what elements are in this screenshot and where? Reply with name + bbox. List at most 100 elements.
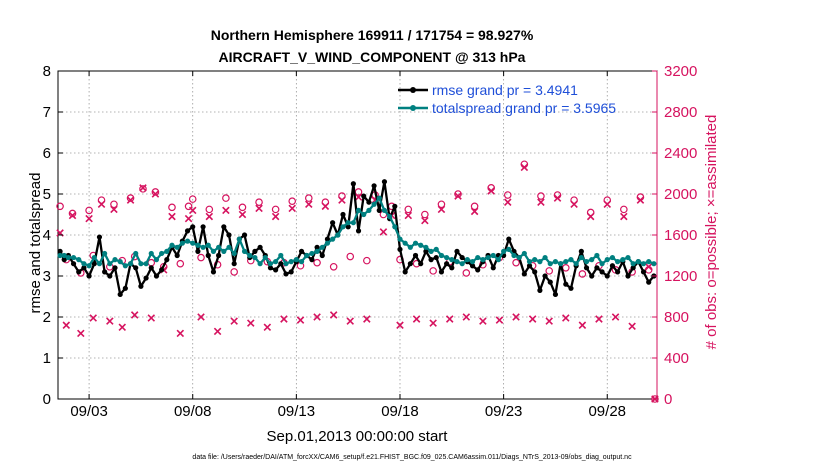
rmse-point	[604, 273, 610, 279]
rmse-point	[376, 207, 382, 213]
totalspread-point	[609, 254, 616, 261]
rmse-point	[226, 232, 232, 238]
totalspread-point	[169, 242, 175, 248]
totalspread-point	[324, 240, 331, 246]
rmse-point	[81, 265, 87, 271]
obs-possible-point	[271, 205, 280, 214]
obs-possible-point	[620, 205, 628, 214]
totalspread-point	[273, 259, 279, 265]
obs-possible-point	[255, 198, 263, 207]
rmse-point	[164, 257, 170, 263]
obs-assimilated-point	[118, 323, 127, 332]
axes: 09/03 09/08 09/13 09/18 09/23 09/280123456780…	[43, 63, 698, 420]
rmse-point	[615, 269, 621, 275]
totalspread-point	[96, 261, 103, 267]
rmse-point	[190, 224, 196, 230]
obs-assimilated-point	[197, 313, 205, 321]
rmse-point	[381, 179, 388, 185]
rmse-point	[583, 265, 590, 271]
rmse-point	[221, 224, 227, 230]
totalspread-point	[262, 254, 268, 261]
totalspread-point	[143, 261, 149, 267]
totalspread-point	[578, 254, 584, 261]
obs-assimilated-point	[586, 212, 595, 221]
obs-assimilated-point	[504, 198, 512, 206]
obs-assimilated-point	[85, 214, 93, 223]
totalspread-point	[236, 236, 242, 242]
obs-assimilated-point	[479, 317, 487, 325]
rmse-point	[552, 291, 559, 298]
rmse-point	[547, 279, 553, 285]
obs-assimilated-point	[238, 210, 247, 219]
y-tick-label-right: 2800	[664, 104, 697, 121]
obs-assimilated-point	[520, 163, 529, 172]
chart-subtitle: AIRCRAFT_V_WIND_COMPONENT @ 313 hPa	[219, 49, 526, 65]
obs-assimilated-point	[354, 193, 363, 201]
obs-assimilated-point	[313, 313, 321, 321]
totalspread-point	[433, 246, 439, 252]
totalspread-point	[418, 242, 424, 248]
rmse-point	[578, 248, 584, 254]
totalspread-point	[91, 254, 97, 261]
totalspread-point	[573, 261, 579, 267]
rmse-point	[350, 181, 356, 187]
legend-rmse-marker	[410, 87, 416, 93]
totalspread-point	[319, 244, 325, 250]
obs-assimilated-point	[570, 200, 578, 209]
rmse-point	[589, 273, 595, 279]
rmse-point	[428, 257, 434, 263]
rmse-point	[459, 254, 465, 261]
obs-assimilated-point	[205, 212, 214, 221]
rmse-point	[319, 252, 325, 259]
grid	[58, 71, 657, 399]
totalspread-point	[454, 259, 460, 265]
obs-assimilated-point	[462, 313, 471, 321]
totalspread-point	[646, 259, 652, 265]
obs-possible-point	[238, 203, 247, 212]
rmse-point	[216, 252, 222, 259]
rmse-point	[506, 236, 512, 242]
totalspread-point	[293, 257, 299, 263]
totalspread-point	[459, 261, 465, 267]
obs-assimilated-point	[97, 200, 106, 209]
rmse-point	[267, 265, 274, 271]
rmse-point	[112, 265, 118, 271]
totalspread-point	[350, 220, 356, 226]
obs-assimilated-point	[338, 196, 346, 204]
y-tick-label-right: 1600	[664, 227, 697, 244]
rmse-point	[298, 248, 305, 254]
rmse-point	[195, 248, 201, 254]
rmse-point	[252, 248, 258, 254]
totalspread-point	[102, 250, 108, 257]
totalspread-point	[397, 236, 403, 242]
obs-assimilated-point	[512, 313, 520, 321]
y-tick-label-right: 400	[664, 350, 689, 367]
rmse-point	[107, 273, 113, 279]
x-tick-label: 09/13	[278, 403, 316, 420]
obs-possible-point	[56, 202, 64, 211]
totalspread-point	[552, 259, 559, 265]
rmse-point	[257, 244, 263, 250]
totalspread-point	[407, 244, 413, 250]
totalspread-point	[376, 195, 382, 201]
totalspread-point	[495, 257, 502, 263]
totalspread-point	[288, 259, 294, 265]
obs-possible-point	[545, 267, 554, 275]
rmse-point	[70, 261, 77, 267]
rmse-point	[563, 281, 569, 287]
obs-assimilated-point	[126, 196, 135, 204]
obs-assimilated-point	[213, 327, 222, 336]
series-layer	[56, 160, 659, 403]
rmse-point	[366, 199, 372, 205]
obs-assimilated-point	[363, 315, 371, 323]
totalspread-point	[423, 244, 429, 250]
obs-possible-point	[304, 194, 313, 202]
rmse-point	[526, 263, 533, 269]
totalspread-point	[469, 259, 476, 265]
obs-assimilated-point	[495, 316, 504, 324]
obs-assimilated-point	[578, 321, 587, 329]
totalspread-point	[361, 211, 367, 218]
y-tick-label-right: 1200	[664, 268, 697, 285]
totalspread-point	[542, 254, 548, 261]
rmse-point	[402, 269, 408, 275]
